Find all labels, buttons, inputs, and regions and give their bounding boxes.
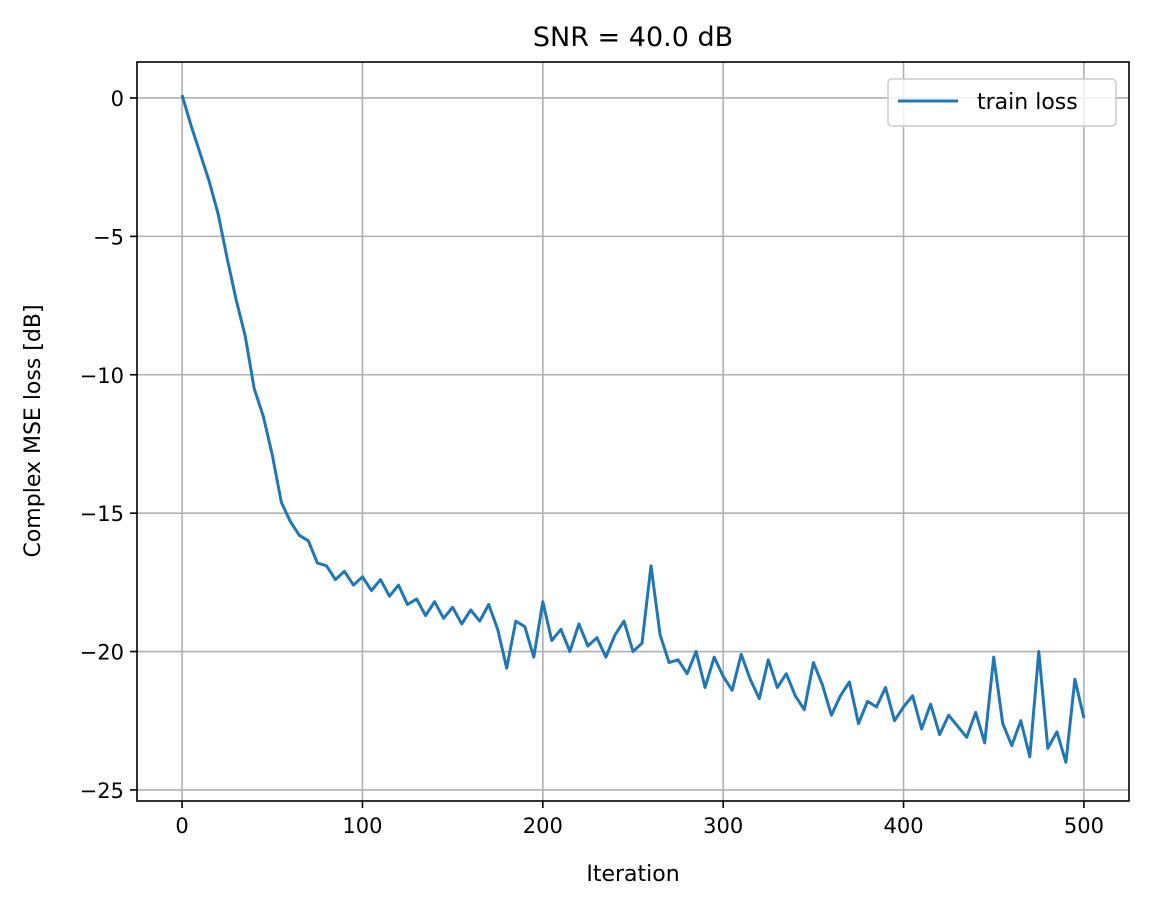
x-tick-label: 300: [703, 814, 743, 838]
y-tick-label: −5: [93, 225, 124, 249]
grid-lines: [137, 62, 1129, 801]
x-axis-label: Iteration: [586, 862, 679, 887]
legend-label-train-loss: train loss: [977, 90, 1078, 115]
y-tick-label: −10: [80, 364, 124, 388]
y-axis-ticks: 0 −5 −10 −15 −20 −25: [80, 87, 137, 803]
legend-box: [887, 78, 1117, 127]
legend: train loss: [887, 78, 1117, 127]
x-tick-label: 0: [175, 814, 188, 838]
x-tick-label: 400: [883, 814, 923, 838]
y-tick-label: −25: [80, 779, 124, 803]
x-axis-ticks: 0 100 200 300 400 500: [175, 801, 1104, 838]
x-tick-label: 100: [342, 814, 382, 838]
y-tick-label: −20: [80, 641, 124, 665]
plot-frame: [136, 61, 1130, 802]
chart-title: SNR = 40.0 dB: [533, 22, 733, 53]
series-layer: [180, 94, 1086, 764]
series-line-train-loss: [180, 94, 1086, 764]
y-tick-label: 0: [111, 87, 124, 111]
x-tick-label: 200: [523, 814, 563, 838]
x-tick-label: 500: [1064, 814, 1104, 838]
y-axis-label: Complex MSE loss [dB]: [21, 304, 46, 557]
y-tick-label: −15: [80, 502, 124, 526]
